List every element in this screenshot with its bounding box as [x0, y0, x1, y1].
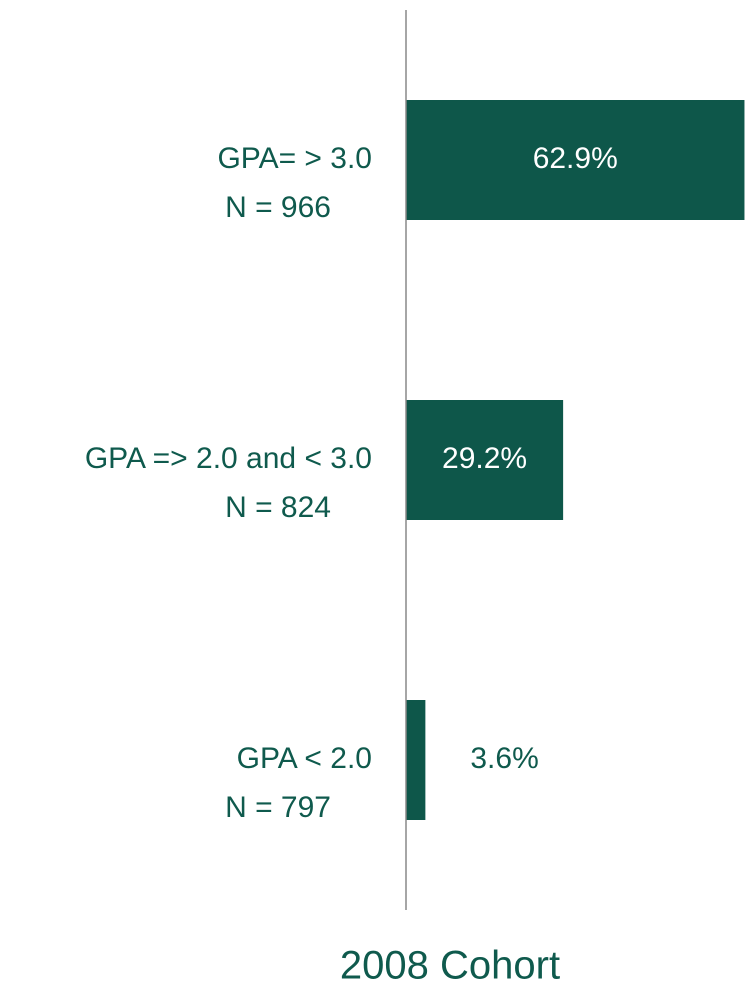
category-label: N = 797	[225, 791, 331, 824]
bar	[406, 700, 426, 820]
category-label: GPA < 2.0	[237, 742, 372, 775]
bar	[406, 100, 745, 220]
value-label: 62.9%	[533, 142, 618, 175]
category-label: N = 966	[225, 191, 331, 224]
chart-title: 2008 Cohort	[340, 944, 560, 982]
value-label: 29.2%	[442, 442, 527, 475]
category-label: GPA => 2.0 and < 3.0	[85, 442, 372, 475]
category-label: GPA= > 3.0	[217, 142, 372, 175]
bar	[406, 400, 564, 520]
category-label: N = 824	[225, 491, 331, 524]
value-label: 3.6%	[470, 742, 538, 775]
